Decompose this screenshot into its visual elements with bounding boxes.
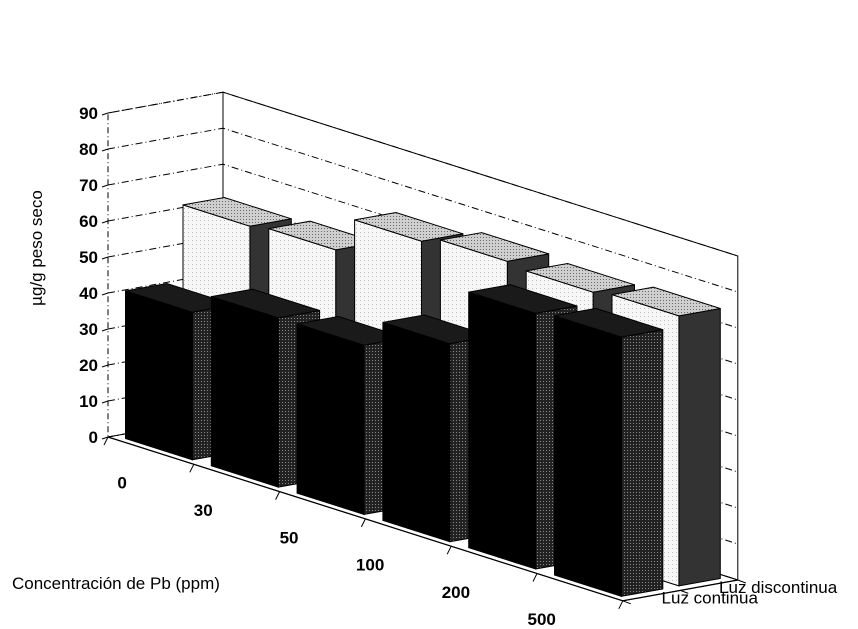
chart-bars bbox=[125, 196, 721, 597]
bar-top bbox=[554, 307, 663, 338]
category-tick-mark bbox=[103, 436, 109, 446]
category-tick-label: 100 bbox=[356, 556, 384, 575]
y-tick-mark bbox=[101, 184, 109, 188]
y-tick-mark bbox=[101, 220, 109, 224]
y-tick-mark bbox=[101, 292, 109, 296]
bar-front bbox=[382, 321, 451, 543]
y-tick-mark bbox=[101, 148, 109, 152]
bar bbox=[554, 307, 664, 597]
y-tick-label: 90 bbox=[79, 104, 98, 123]
bar-front bbox=[125, 290, 193, 461]
series-tick-mark bbox=[737, 579, 746, 584]
y-tick-label: 0 bbox=[89, 428, 98, 447]
series-label: Luz discontinua bbox=[719, 578, 838, 597]
bar-top bbox=[354, 211, 464, 242]
category-tick-label: 0 bbox=[117, 474, 126, 493]
category-tick-label: 50 bbox=[280, 528, 299, 547]
series-tick-mark bbox=[680, 589, 689, 594]
category-tick-mark bbox=[275, 491, 281, 500]
y-tick-label: 40 bbox=[79, 284, 98, 303]
y-tick-mark bbox=[101, 256, 109, 260]
category-tick-mark bbox=[360, 518, 366, 528]
bar-top bbox=[611, 286, 721, 317]
series-label: Luz continua bbox=[662, 589, 759, 608]
bar-top bbox=[468, 284, 578, 314]
x-axis-title: Concentración de Pb (ppm) bbox=[12, 574, 220, 593]
bar-front bbox=[468, 291, 537, 570]
bar-front bbox=[554, 315, 622, 597]
bar-side bbox=[678, 307, 721, 587]
bar-top bbox=[182, 196, 292, 227]
y-tick-mark bbox=[101, 328, 109, 332]
category-tick-mark bbox=[618, 600, 624, 610]
chart-axes bbox=[101, 112, 746, 610]
bar-top bbox=[526, 262, 635, 293]
bar-top bbox=[440, 232, 549, 262]
y-tick-label: 80 bbox=[79, 140, 98, 159]
category-tick-label: 500 bbox=[528, 610, 556, 629]
y-tick-label: 60 bbox=[79, 212, 98, 231]
bar-top bbox=[211, 288, 320, 319]
y-tick-mark bbox=[101, 400, 109, 404]
gridline bbox=[107, 91, 738, 257]
gridline bbox=[107, 127, 738, 293]
category-tick-label: 200 bbox=[442, 583, 470, 602]
y-tick-mark bbox=[101, 436, 109, 440]
series-tick-mark bbox=[622, 600, 631, 605]
category-tick-label: 30 bbox=[194, 501, 213, 520]
y-tick-label: 30 bbox=[79, 320, 98, 339]
y-tick-mark bbox=[101, 364, 109, 368]
y-tick-label: 10 bbox=[79, 392, 98, 411]
bar-front bbox=[296, 323, 365, 516]
y-axis-title: µg/g peso seco bbox=[27, 190, 46, 306]
y-tick-label: 70 bbox=[79, 176, 98, 195]
category-tick-mark bbox=[446, 545, 452, 555]
y-tick-mark bbox=[101, 112, 109, 116]
y-tick-label: 50 bbox=[79, 248, 98, 267]
bar-front bbox=[210, 295, 279, 488]
y-tick-label: 20 bbox=[79, 356, 98, 375]
bar-side bbox=[620, 329, 664, 597]
category-tick-mark bbox=[532, 573, 538, 582]
category-tick-mark bbox=[189, 464, 195, 473]
